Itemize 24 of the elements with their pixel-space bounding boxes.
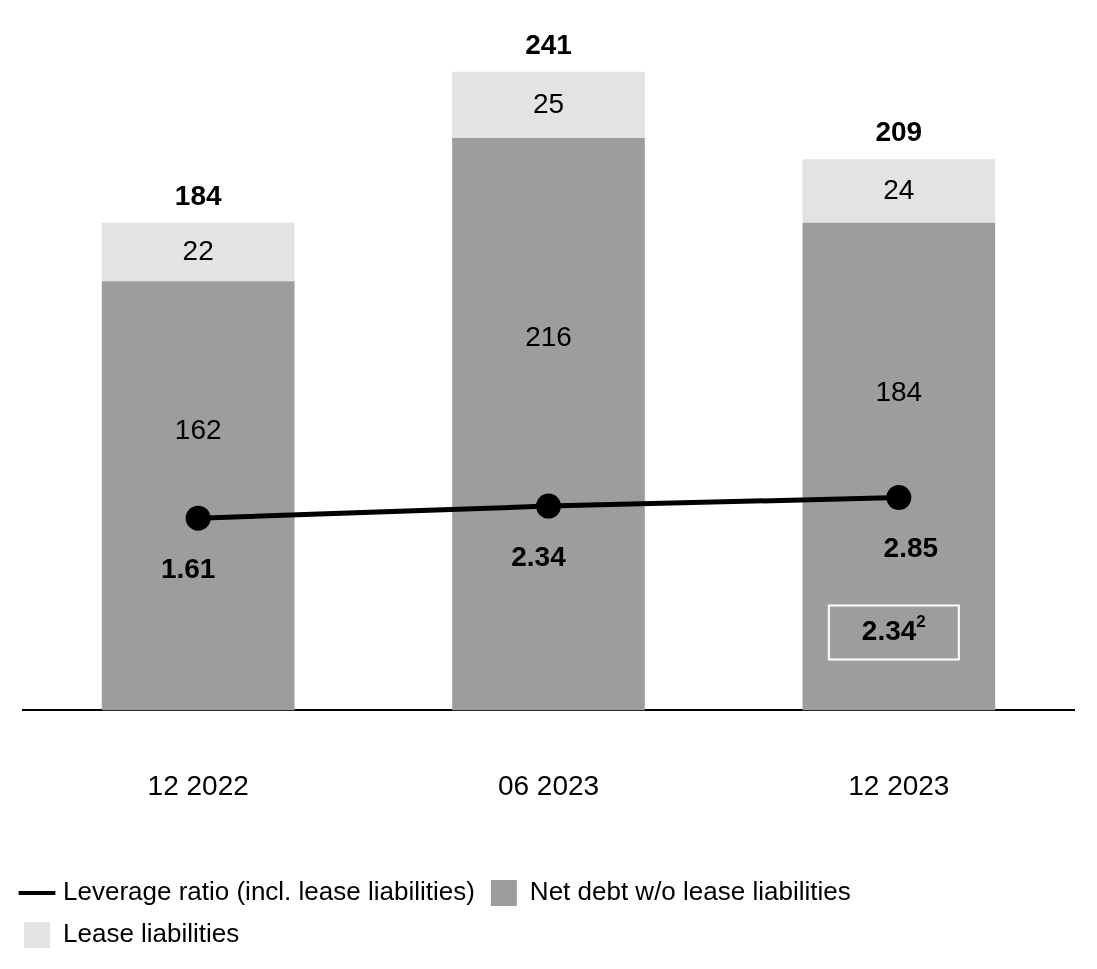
data-label: 2.85 [883, 532, 939, 564]
bar [452, 71, 645, 139]
bar [101, 281, 295, 711]
total-label: 241 [525, 28, 572, 60]
data-label: 216 [525, 321, 572, 353]
bar [802, 222, 996, 711]
bar [452, 138, 645, 711]
legend-label: Lease liabilities [63, 918, 240, 949]
data-label: 24 [883, 173, 915, 205]
bar [101, 222, 295, 282]
total-label: 184 [174, 179, 222, 211]
data-label: 25 [532, 87, 565, 119]
legend-label: Net debt w/o lease liabilities [529, 876, 851, 907]
data-label: 22 [182, 234, 214, 266]
total-label: 209 [875, 116, 923, 147]
x-tick-label: 12 2022 [147, 769, 249, 801]
data-label: 162 [174, 414, 222, 446]
x-tick-label: 12 2023 [848, 769, 950, 801]
data-label: 1.61 [160, 552, 216, 584]
data-label: 184 [875, 376, 923, 408]
x-tick-label: 06 2023 [497, 769, 600, 801]
bar [802, 159, 996, 223]
data-label: 2.34 [511, 540, 567, 572]
legend-label: Leverage ratio (incl. lease liabilities) [63, 876, 475, 907]
